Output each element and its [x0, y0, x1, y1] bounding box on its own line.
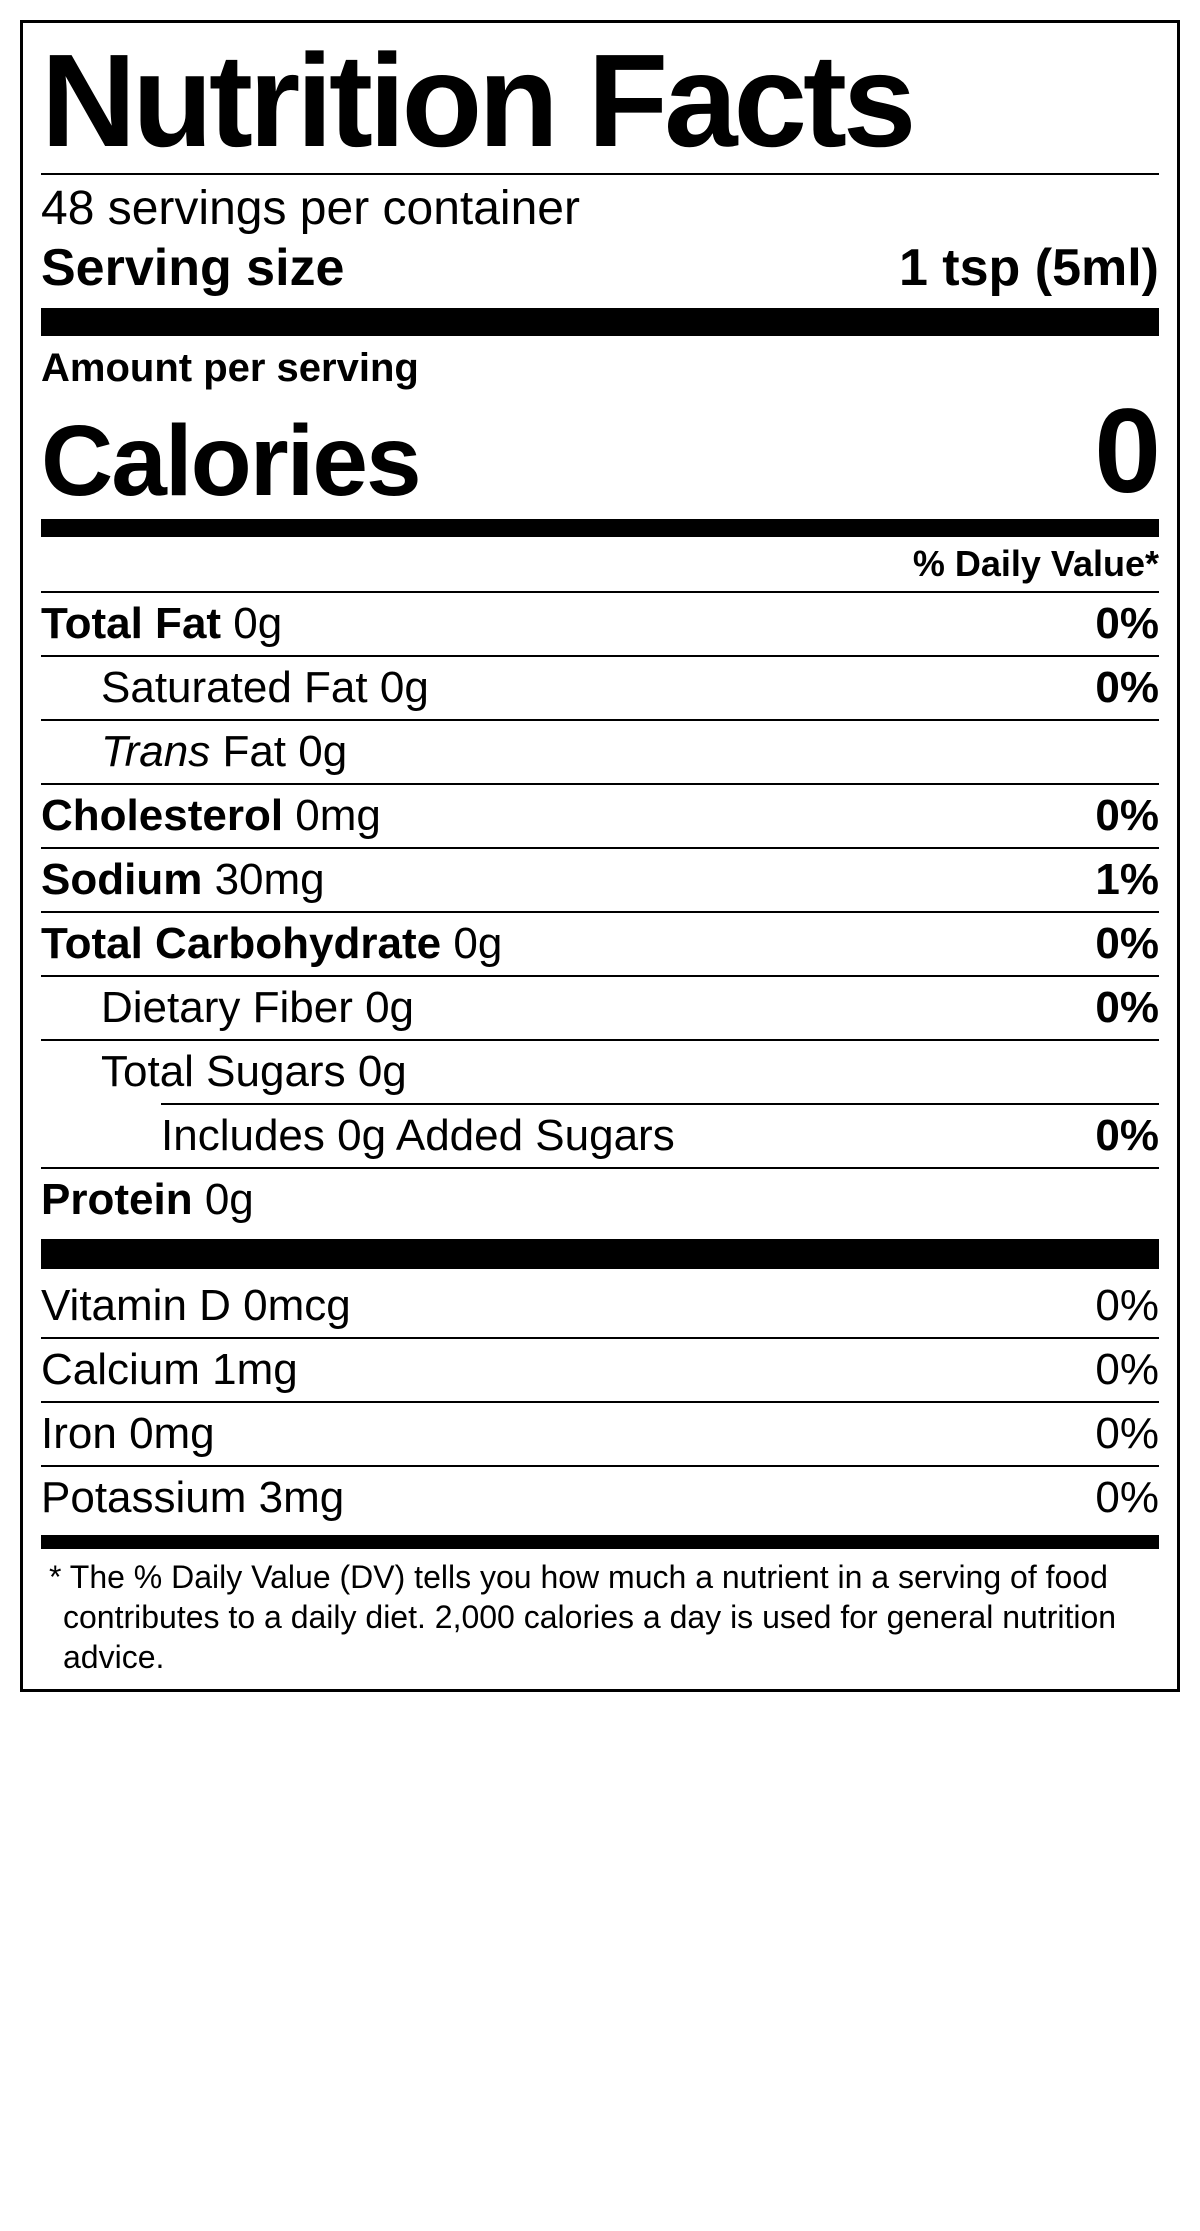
serving-size-row: Serving size 1 tsp (5ml): [41, 238, 1159, 298]
nutrient-total-sugars: Total Sugars 0g: [41, 1039, 1159, 1103]
thick-bar: [41, 519, 1159, 537]
nutrient-name: Total Carbohydrate 0g: [41, 919, 502, 969]
servings-per-container: 48 servings per container: [41, 181, 1159, 236]
thick-bar: [41, 308, 1159, 336]
thick-bar: [41, 1535, 1159, 1549]
nutrient-name: Total Sugars 0g: [41, 1047, 407, 1097]
vitamin-name: Calcium 1mg: [41, 1345, 298, 1395]
vitamin-vitd: Vitamin D 0mcg 0%: [41, 1275, 1159, 1337]
nutrient-dv: 0%: [1095, 983, 1159, 1033]
vitamin-name: Vitamin D 0mcg: [41, 1281, 351, 1331]
amount-per-serving: Amount per serving: [41, 346, 1159, 391]
vitamin-name: Iron 0mg: [41, 1409, 215, 1459]
nutrient-name: Includes 0g Added Sugars: [41, 1111, 675, 1161]
nutrient-trans-fat: Trans Fat 0g: [41, 719, 1159, 783]
title: Nutrition Facts: [41, 35, 1159, 167]
serving-size-value: 1 tsp (5ml): [899, 238, 1159, 298]
serving-size-label: Serving size: [41, 238, 344, 298]
vitamin-iron: Iron 0mg 0%: [41, 1401, 1159, 1465]
nutrient-added-sugars: Includes 0g Added Sugars 0%: [41, 1105, 1159, 1167]
vitamin-dv: 0%: [1095, 1409, 1159, 1459]
nutrient-total-fat: Total Fat 0g 0%: [41, 591, 1159, 655]
thick-bar: [41, 1239, 1159, 1269]
nutrient-sodium: Sodium 30mg 1%: [41, 847, 1159, 911]
vitamin-name: Potassium 3mg: [41, 1473, 344, 1523]
vitamin-dv: 0%: [1095, 1473, 1159, 1523]
vitamin-dv: 0%: [1095, 1345, 1159, 1395]
nutrient-dv: 0%: [1095, 1111, 1159, 1161]
vitamin-calcium: Calcium 1mg 0%: [41, 1337, 1159, 1401]
calories-label: Calories: [41, 411, 420, 511]
nutrient-dv: 0%: [1095, 919, 1159, 969]
nutrient-name: Sodium 30mg: [41, 855, 325, 905]
calories-row: Calories 0: [41, 391, 1159, 511]
calories-value: 0: [1094, 391, 1159, 511]
nutrient-name: Total Fat 0g: [41, 599, 282, 649]
nutrient-sat-fat: Saturated Fat 0g 0%: [41, 655, 1159, 719]
nutrient-dv: 1%: [1095, 855, 1159, 905]
vitamin-potassium: Potassium 3mg 0%: [41, 1465, 1159, 1529]
vitamin-dv: 0%: [1095, 1281, 1159, 1331]
nutrient-dv: 0%: [1095, 599, 1159, 649]
nutrient-name: Saturated Fat 0g: [41, 663, 429, 713]
nutrition-facts-label: Nutrition Facts 48 servings per containe…: [20, 20, 1180, 1692]
nutrient-protein: Protein 0g: [41, 1167, 1159, 1231]
nutrient-total-carb: Total Carbohydrate 0g 0%: [41, 911, 1159, 975]
nutrient-name: Protein 0g: [41, 1175, 254, 1225]
nutrient-dv: 0%: [1095, 791, 1159, 841]
nutrient-name: Trans Fat 0g: [41, 727, 347, 777]
nutrient-name: Dietary Fiber 0g: [41, 983, 414, 1033]
dv-header: % Daily Value*: [41, 543, 1159, 585]
nutrient-fiber: Dietary Fiber 0g 0%: [41, 975, 1159, 1039]
nutrient-name: Cholesterol 0mg: [41, 791, 381, 841]
nutrient-dv: 0%: [1095, 663, 1159, 713]
footnote: * The % Daily Value (DV) tells you how m…: [41, 1553, 1159, 1677]
nutrient-cholesterol: Cholesterol 0mg 0%: [41, 783, 1159, 847]
